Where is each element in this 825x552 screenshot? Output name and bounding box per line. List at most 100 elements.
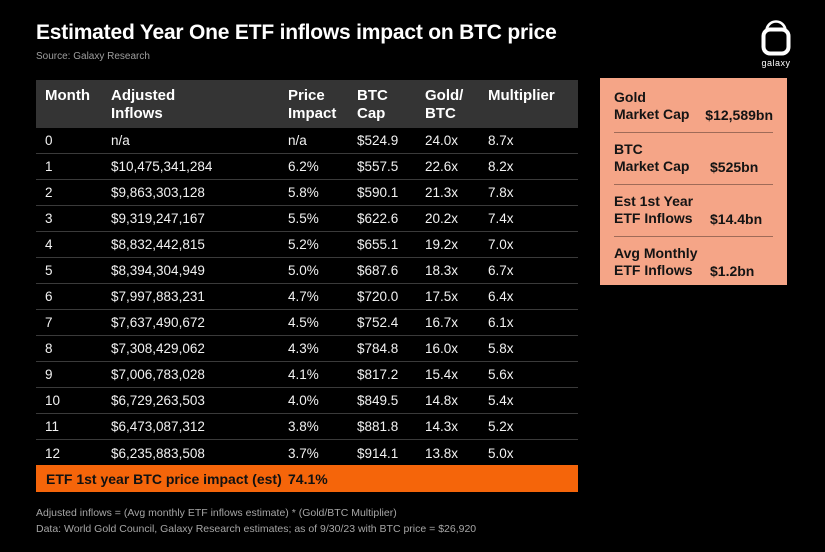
- galaxy-helmet-icon: [752, 20, 800, 56]
- stat-label: Est 1st Year ETF Inflows: [614, 193, 694, 226]
- source-label: Source: Galaxy Research: [36, 51, 150, 62]
- table-cell: 5: [45, 263, 53, 278]
- table-cell: $9,319,247,167: [111, 211, 205, 226]
- table-cell: 6: [45, 289, 53, 304]
- stat-item: Gold Market Cap $12,589bn: [614, 81, 773, 133]
- table-cell: 24.0x: [425, 133, 459, 148]
- footnote-line: Adjusted inflows = (Avg monthly ETF infl…: [36, 507, 397, 519]
- table-cell: 6.1x: [488, 315, 514, 330]
- summary-bar: ETF 1st year BTC price impact (est) 74.1…: [36, 465, 578, 492]
- table-cell: 5.0x: [488, 445, 514, 461]
- column-header: Gold/ BTC: [425, 87, 464, 122]
- table-cell: 21.3x: [425, 185, 459, 200]
- summary-label: ETF 1st year BTC price impact (est): [46, 470, 282, 487]
- stat-value: $12,589bn: [705, 107, 773, 123]
- stat-label: Avg Monthly ETF Inflows: [614, 245, 698, 278]
- stat-label: Gold Market Cap: [614, 89, 690, 122]
- table-cell: 5.2x: [488, 419, 514, 434]
- table-row: 2 $9,863,303,128 5.8% $590.1 21.3x 7.8x: [36, 180, 578, 206]
- table-cell: n/a: [111, 133, 130, 148]
- table-cell: 8.7x: [488, 133, 514, 148]
- table-cell: 5.4x: [488, 393, 514, 408]
- table-cell: 13.8x: [425, 445, 459, 461]
- table-cell: 18.3x: [425, 263, 459, 278]
- table-cell: 9: [45, 367, 53, 382]
- table-row: 5 $8,394,304,949 5.0% $687.6 18.3x 6.7x: [36, 258, 578, 284]
- table-cell: 8.2x: [488, 159, 514, 174]
- table-cell: $817.2: [357, 367, 399, 382]
- table-row: 0 n/a n/a $524.9 24.0x 8.7x: [36, 128, 578, 154]
- table-cell: 7.0x: [488, 237, 514, 252]
- stat-item: BTC Market Cap $525bn: [614, 133, 773, 185]
- table-cell: 5.6x: [488, 367, 514, 382]
- table-row: 9 $7,006,783,028 4.1% $817.2 15.4x 5.6x: [36, 362, 578, 388]
- table-cell: 17.5x: [425, 289, 459, 304]
- table-cell: 7.8x: [488, 185, 514, 200]
- table-cell: $655.1: [357, 237, 399, 252]
- stat-item: Est 1st Year ETF Inflows $14.4bn: [614, 185, 773, 237]
- table-cell: 10: [45, 393, 61, 408]
- table-cell: 22.6x: [425, 159, 459, 174]
- table-cell: 4: [45, 237, 53, 252]
- table-cell: 7.4x: [488, 211, 514, 226]
- stats-panel: Gold Market Cap $12,589bn BTC Market Cap $5…: [600, 78, 787, 285]
- table-cell: 4.7%: [288, 289, 319, 304]
- table-cell: $849.5: [357, 393, 399, 408]
- column-header: Adjusted Inflows: [111, 87, 176, 122]
- table-cell: $720.0: [357, 289, 399, 304]
- table-cell: $7,637,490,672: [111, 315, 205, 330]
- table-cell: $7,308,429,062: [111, 341, 205, 356]
- table-cell: $557.5: [357, 159, 399, 174]
- table-row: 6 $7,997,883,231 4.7% $720.0 17.5x 6.4x: [36, 284, 578, 310]
- table-row: 12 $6,235,883,508 3.7% $914.1 13.8x 5.0x: [36, 440, 578, 466]
- table-cell: 3.7%: [288, 445, 319, 461]
- table-row: 1 $10,475,341,284 6.2% $557.5 22.6x 8.2x: [36, 154, 578, 180]
- table-header-row: Month Adjusted Inflows Price Impact BTC Cap…: [36, 80, 578, 128]
- column-header: Multiplier: [488, 87, 555, 104]
- table-cell: 7: [45, 315, 53, 330]
- table-cell: 15.4x: [425, 367, 459, 382]
- table-cell: 5.8%: [288, 185, 319, 200]
- table-cell: 0: [45, 133, 53, 148]
- table-cell: 2: [45, 185, 53, 200]
- table-cell: $524.9: [357, 133, 399, 148]
- etf-impact-table: Month Adjusted Inflows Price Impact BTC Cap…: [36, 80, 578, 466]
- summary-value: 74.1%: [288, 470, 328, 487]
- table-cell: $8,394,304,949: [111, 263, 205, 278]
- stat-label: BTC Market Cap: [614, 141, 690, 174]
- table-cell: 12: [45, 445, 61, 461]
- table-cell: 16.7x: [425, 315, 459, 330]
- table-cell: 4.0%: [288, 393, 319, 408]
- table-cell: 14.8x: [425, 393, 459, 408]
- table-cell: 4.3%: [288, 341, 319, 356]
- column-header: Month: [45, 87, 90, 104]
- table-row: 8 $7,308,429,062 4.3% $784.8 16.0x 5.8x: [36, 336, 578, 362]
- column-header: BTC Cap: [357, 87, 388, 122]
- table-cell: 4.5%: [288, 315, 319, 330]
- table-cell: 4.1%: [288, 367, 319, 382]
- stat-value: $1.2bn: [710, 263, 755, 279]
- table-cell: $622.6: [357, 211, 399, 226]
- stat-value: $525bn: [710, 159, 759, 175]
- table-cell: $752.4: [357, 315, 399, 330]
- table-cell: 20.2x: [425, 211, 459, 226]
- table-row: 10 $6,729,263,503 4.0% $849.5 14.8x 5.4x: [36, 388, 578, 414]
- table-cell: $8,832,442,815: [111, 237, 205, 252]
- table-cell: 8: [45, 341, 53, 356]
- footnotes: Adjusted inflows = (Avg monthly ETF infl…: [36, 506, 476, 537]
- table-cell: 19.2x: [425, 237, 459, 252]
- table-cell: 6.7x: [488, 263, 514, 278]
- table-cell: 5.0%: [288, 263, 319, 278]
- table-cell: 11: [45, 419, 60, 434]
- table-cell: $590.1: [357, 185, 399, 200]
- table-cell: 5.5%: [288, 211, 319, 226]
- table-cell: $7,997,883,231: [111, 289, 205, 304]
- table-cell: n/a: [288, 133, 307, 148]
- table-cell: 6.4x: [488, 289, 514, 304]
- table-cell: 6.2%: [288, 159, 319, 174]
- stat-item: Avg Monthly ETF Inflows $1.2bn: [614, 237, 773, 288]
- page-title: Estimated Year One ETF inflows impact on…: [36, 21, 557, 44]
- table-cell: $10,475,341,284: [111, 159, 213, 174]
- table-cell: $784.8: [357, 341, 399, 356]
